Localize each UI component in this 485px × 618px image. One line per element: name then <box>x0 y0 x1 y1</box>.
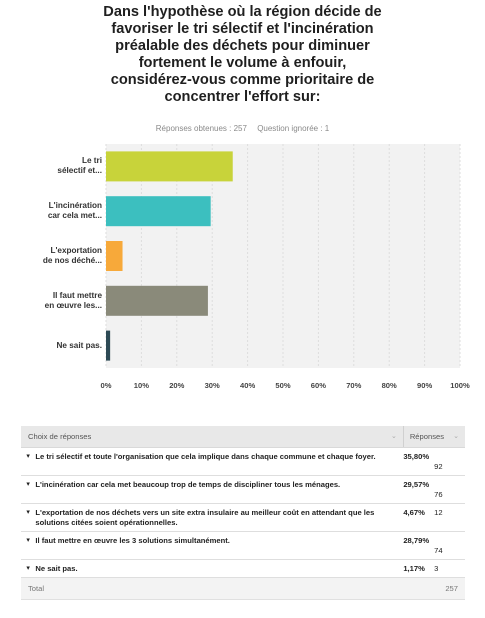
category-label-line: Le tri <box>81 156 102 166</box>
category-label-line: sélectif et... <box>57 166 102 176</box>
x-tick-label: 40% <box>239 381 256 390</box>
question-line: Dans l'hypothèse où la région décide de <box>103 4 382 20</box>
table-row: ▾ Il faut mettre en œuvre les 3 solution… <box>21 531 465 560</box>
x-tick-label: 100% <box>450 381 470 390</box>
x-tick-label: 50% <box>275 381 291 390</box>
x-tick-label: 60% <box>310 381 326 390</box>
bar-chart: Le tri sélectif et... L'incinération car ce… <box>0 140 485 400</box>
sort-chevron-icon[interactable]: ⌄ <box>390 433 397 440</box>
question-line: concentrer l'effort sur: <box>164 89 321 105</box>
count-value: 92 <box>434 447 465 476</box>
table-row: ▾ L'exportation de nos déchets vers un s… <box>21 503 465 532</box>
x-tick-label: 10% <box>133 381 149 390</box>
category-label-line: Il faut mettre <box>52 290 102 300</box>
percent-value: 28,79% <box>403 531 435 560</box>
table-row: ▾ L'incinération car cela met beaucoup t… <box>21 475 465 504</box>
bar <box>106 241 123 271</box>
category-label-line: L'exportation <box>50 246 102 255</box>
category-label-line: de nos déché... <box>42 256 102 265</box>
category-label: Ne sait pas. <box>22 341 102 351</box>
category-label: Le tri sélectif et... <box>22 156 102 176</box>
header-choice-label: Choix de réponses <box>28 432 92 441</box>
question-line: préalable des déchets pour diminuer <box>115 38 370 54</box>
expand-arrow-icon[interactable]: ▾ <box>21 503 36 532</box>
responses-table: Choix de réponses ⌄ Réponses ⌄ ▾ Le tri … <box>21 426 465 600</box>
choice-text: L'exportation de nos déchets vers un sit… <box>35 503 404 532</box>
question-line: favoriser le tri sélectif et l'incinérat… <box>111 21 374 37</box>
category-label-line: L'incinération <box>48 201 102 211</box>
count-value: 3 <box>434 559 465 578</box>
percent-value: 1,17% <box>403 559 435 578</box>
header-responses[interactable]: Réponses ⌄ <box>402 426 465 448</box>
choice-text: L'incinération car cela met beaucoup tro… <box>35 475 404 504</box>
expand-arrow-icon[interactable]: ▾ <box>21 447 36 476</box>
response-meta: Réponses obtenues : 257 Question ignorée… <box>0 124 485 133</box>
percent-value: 35,80% <box>403 447 435 476</box>
question-line: considérez-vous comme prioritaire de <box>110 72 375 88</box>
category-label: L'incinération car cela met... <box>22 201 102 221</box>
total-row: Total 257 <box>21 577 465 600</box>
chart-svg <box>105 144 461 368</box>
question-title: Dans l'hypothèse où la région décide de … <box>70 4 415 106</box>
skipped-count: Question ignorée : 1 <box>257 124 330 133</box>
answered-count: Réponses obtenues : 257 <box>155 124 247 133</box>
expand-arrow-icon[interactable]: ▾ <box>21 559 36 578</box>
category-label-line: car cela met... <box>47 211 102 221</box>
category-label-line: Ne sait pas. <box>56 340 102 350</box>
choice-text: Le tri sélectif et toute l'organisation … <box>35 447 404 476</box>
total-label: Total <box>21 577 404 600</box>
percent-value: 29,57% <box>403 475 435 504</box>
header-choice[interactable]: Choix de réponses ⌄ <box>21 426 404 448</box>
category-label: L'exportation de nos déché... <box>22 246 102 266</box>
question-line: fortement le volume à enfouir, <box>138 55 347 71</box>
bar <box>106 151 233 182</box>
header-responses-label: Réponses <box>409 432 445 441</box>
bar <box>106 196 211 227</box>
choice-text: Ne sait pas. <box>35 559 404 578</box>
sort-chevron-icon[interactable]: ⌄ <box>453 433 459 440</box>
count-value: 76 <box>434 475 465 504</box>
x-tick-label: 90% <box>416 381 433 390</box>
x-tick-label: 20% <box>169 381 185 390</box>
x-tick-label: 80% <box>381 381 397 390</box>
x-tick-label: 30% <box>204 381 220 390</box>
expand-arrow-icon[interactable]: ▾ <box>21 475 36 504</box>
count-value: 12 <box>434 503 465 532</box>
total-value: 257 <box>403 577 465 600</box>
expand-arrow-icon[interactable]: ▾ <box>21 531 36 560</box>
x-tick-label: 70% <box>346 381 362 390</box>
table-row: ▾ Ne sait pas. 1,17% 3 <box>21 559 465 578</box>
percent-value: 4,67% <box>403 503 435 532</box>
category-label-line: en œuvre les... <box>44 300 102 310</box>
count-value: 74 <box>434 531 465 560</box>
bar <box>106 330 111 361</box>
bar <box>106 285 208 316</box>
x-tick-label: 0% <box>100 381 112 390</box>
table-row: ▾ Le tri sélectif et toute l'organisatio… <box>21 447 465 476</box>
category-label: Il faut mettre en œuvre les... <box>22 291 102 311</box>
choice-text: Il faut mettre en œuvre les 3 solutions … <box>35 531 404 560</box>
